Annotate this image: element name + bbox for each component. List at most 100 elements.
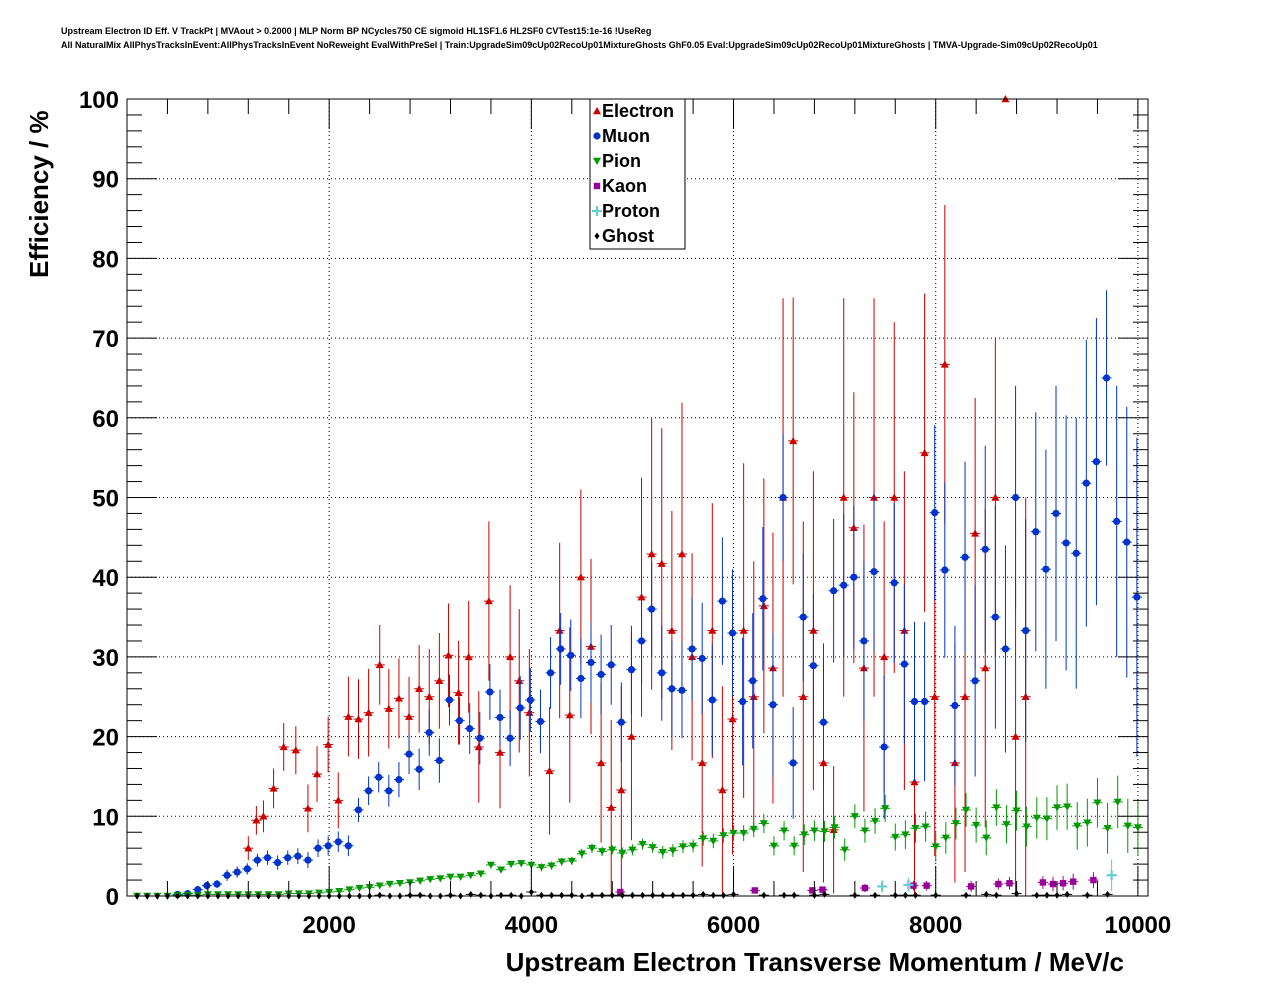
muon-point [961,553,969,561]
electron-point [454,688,463,696]
pion-point [567,857,576,865]
y-tick-label: 100 [79,87,119,114]
electron-point [759,601,768,610]
ghost-point [498,891,504,899]
y-tick-label: 0 [106,884,119,911]
pion-point [860,827,869,835]
x-tick-label: 8000 [909,912,962,939]
pion-point [507,860,516,869]
pion-point [891,833,900,842]
muon-point [577,674,585,683]
pion-point [871,817,880,826]
pion-point [1032,814,1041,822]
electron-point [728,715,737,723]
pion-point [1063,803,1072,811]
proton-point [903,879,914,890]
electron-point [279,742,288,751]
electron-point [890,493,899,501]
muon-point [476,734,484,742]
pion-point [790,842,799,850]
ghost-point [1105,890,1111,898]
ghost-point [720,891,726,899]
muon-point [365,787,373,795]
legend-marker-electron [593,107,601,115]
x-tick-label: 2000 [302,912,355,939]
electron-point [637,593,646,601]
electron-point [291,746,300,754]
muon-point [637,637,646,645]
electron-point [444,651,453,659]
series-kaon [615,872,1099,896]
pion-point [527,861,536,869]
muon-point [213,880,221,888]
ghost-point [872,891,878,899]
muon-point [941,566,949,574]
pion-point [385,880,394,889]
muon-point [536,717,545,726]
muon-point [1102,374,1111,382]
muon-point [455,717,464,725]
ghost-point [478,891,484,899]
legend-entry-kaon: Kaon [593,176,647,196]
y-tick-label: 70 [92,326,119,353]
y-tick-label: 80 [92,246,119,273]
muon-point [354,806,363,814]
pion-point [557,858,566,866]
muon-point [263,854,272,862]
muon-point [951,701,959,710]
y-tick-label: 10 [92,804,119,831]
pion-point [689,842,698,850]
pion-point [951,820,960,828]
legend-entry-pion: Pion [593,151,641,171]
electron-point [324,740,333,748]
muon-point [203,882,211,890]
muon-point [243,865,251,873]
ghost-point [680,891,686,899]
electron-point [607,803,616,811]
muon-point [516,704,524,712]
kaon-point [910,882,917,889]
electron-point [303,804,312,812]
electron-point [739,626,748,634]
electron-point [506,652,515,661]
pion-point [618,849,627,857]
muon-point [688,645,696,653]
ghost-point [963,891,969,899]
kaon-point [1059,880,1067,887]
ghost-point [1064,890,1070,898]
electron-point [647,550,656,558]
tick-labels: 0 10 20 30 40 50 60 70 80 90 100 2000 4000 6000 8000 10… [79,87,1171,939]
legend-label-pion: Pion [602,151,641,171]
muon-point [890,579,898,587]
pion-point [982,834,991,842]
pion-point [709,837,718,846]
pion-point [1123,822,1132,830]
ghost-point [710,891,716,899]
muon-point [526,696,534,704]
muon-point [739,697,747,706]
legend-entry-ghost: Ghost [594,226,654,246]
ghost-point [761,891,767,899]
series-muon [172,290,1142,899]
ghost-point [377,891,383,899]
muon-point [385,787,393,795]
electron-point [375,660,384,669]
muon-point [1032,528,1040,536]
muon-point [1123,538,1131,546]
muon-point [344,842,352,850]
muon-point [445,696,454,704]
pion-point [628,846,637,854]
muon-point [880,743,888,751]
ghost-point [983,890,989,898]
pion-point [436,875,445,883]
muon-point [698,654,706,663]
ghost-point [700,890,706,898]
y-tick-label: 20 [92,725,119,752]
electron-point [718,785,727,794]
electron-point [617,785,626,794]
pion-point [345,886,354,894]
pion-point [850,813,859,821]
muon-point [971,677,979,685]
pion-point [598,848,607,856]
